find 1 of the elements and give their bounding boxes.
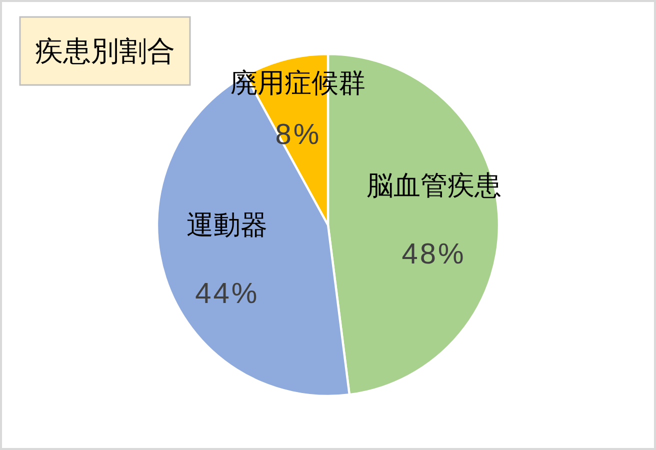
title: 疾患別割合 xyxy=(35,36,175,66)
